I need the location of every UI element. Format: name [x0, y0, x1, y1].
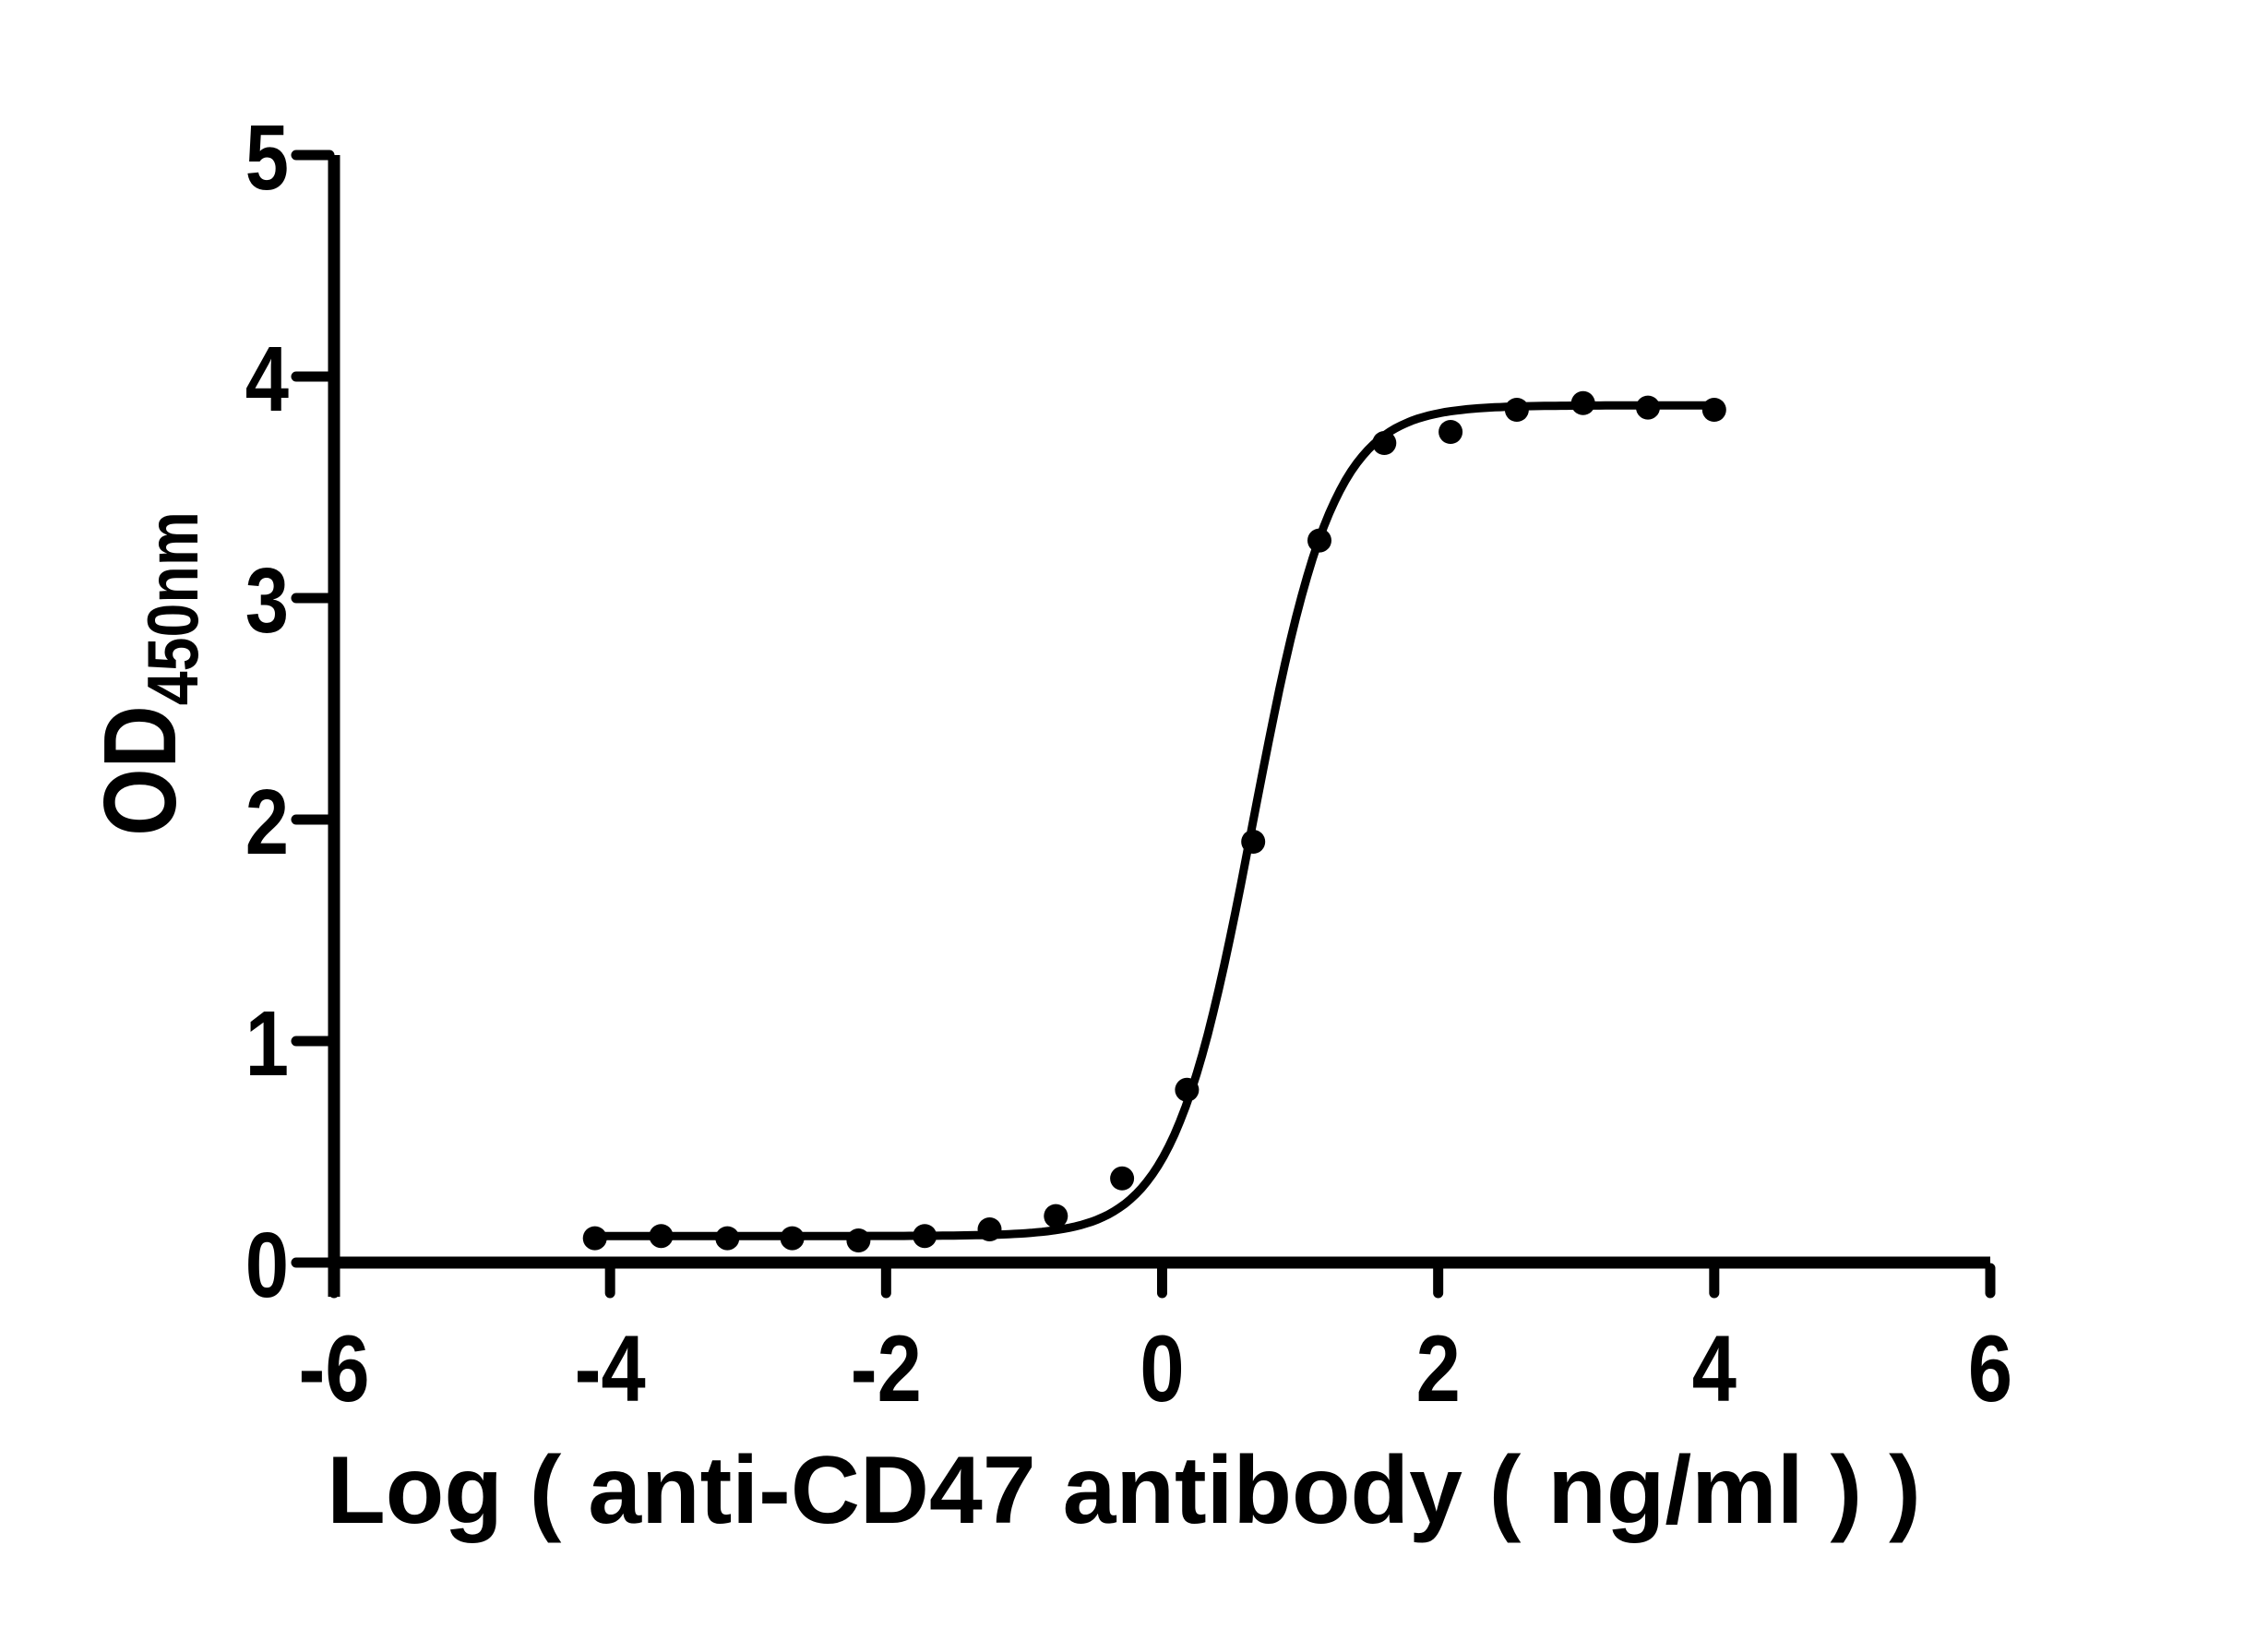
- y-tick-label: 4: [245, 327, 290, 430]
- data-point: [977, 1217, 1002, 1241]
- data-point: [715, 1226, 740, 1251]
- data-point: [649, 1224, 674, 1249]
- x-axis-title: Log ( anti-CD47 antibody ( ng/ml ) ): [327, 1437, 1920, 1544]
- tick-labels: 0 1 2 3 4 5 -6 -4 -2 0 2 4 6: [245, 105, 2012, 1421]
- data-point: [1701, 398, 1726, 422]
- y-tick-label: 0: [245, 1213, 289, 1316]
- y-axis-title-subscript: 450nm: [133, 511, 213, 705]
- data-point: [582, 1226, 607, 1251]
- axes: [328, 155, 1990, 1297]
- data-point: [780, 1226, 805, 1251]
- ticks: [291, 150, 1996, 1299]
- x-tick-label: 6: [1968, 1316, 2012, 1421]
- data-point: [1175, 1077, 1200, 1102]
- data-point: [1570, 390, 1595, 415]
- data-point: [913, 1224, 937, 1249]
- x-tick-label: 2: [1416, 1316, 1461, 1421]
- data-points: [582, 390, 1726, 1252]
- y-tick-label: 2: [245, 770, 289, 873]
- data-point: [1307, 528, 1331, 553]
- x-tick-label: -2: [851, 1316, 922, 1421]
- data-point: [1504, 398, 1529, 422]
- x-tick-label: -6: [298, 1316, 369, 1421]
- data-point: [1044, 1204, 1068, 1228]
- fit-curve: [591, 401, 1714, 1240]
- y-axis-title-base: OD: [83, 705, 197, 836]
- y-tick-label: 5: [245, 105, 289, 209]
- data-point: [1241, 830, 1266, 854]
- y-tick-label: 3: [245, 548, 289, 652]
- x-tick-label: -4: [575, 1316, 646, 1421]
- y-tick-label: 1: [245, 991, 289, 1095]
- x-tick-label: 4: [1692, 1316, 1737, 1421]
- y-axis-title: OD450nm: [83, 511, 213, 836]
- data-point: [1438, 420, 1463, 444]
- x-tick-label: 0: [1140, 1316, 1184, 1421]
- data-point: [846, 1228, 871, 1252]
- data-point: [1372, 431, 1397, 455]
- data-point: [1636, 395, 1660, 420]
- data-point: [1110, 1166, 1135, 1191]
